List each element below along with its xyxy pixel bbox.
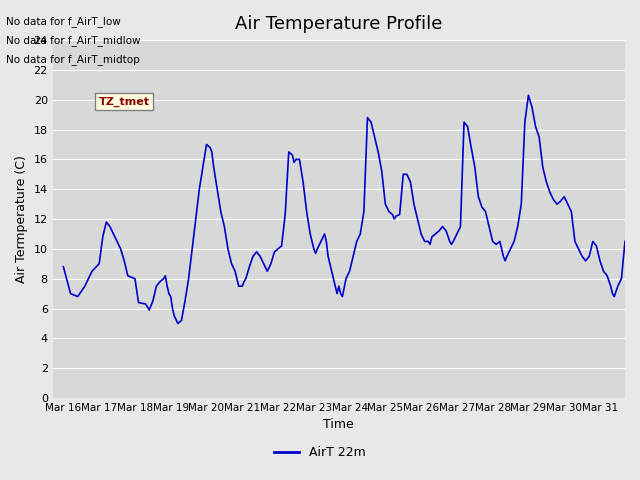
Text: No data for f_AirT_midtop: No data for f_AirT_midtop <box>6 54 140 65</box>
Text: No data for f_AirT_midlow: No data for f_AirT_midlow <box>6 35 141 46</box>
Title: Air Temperature Profile: Air Temperature Profile <box>235 15 442 33</box>
Text: TZ_tmet: TZ_tmet <box>99 96 150 107</box>
Y-axis label: Air Termperature (C): Air Termperature (C) <box>15 155 28 283</box>
Text: No data for f_AirT_low: No data for f_AirT_low <box>6 16 121 27</box>
X-axis label: Time: Time <box>323 419 354 432</box>
Legend: AirT 22m: AirT 22m <box>269 441 371 464</box>
